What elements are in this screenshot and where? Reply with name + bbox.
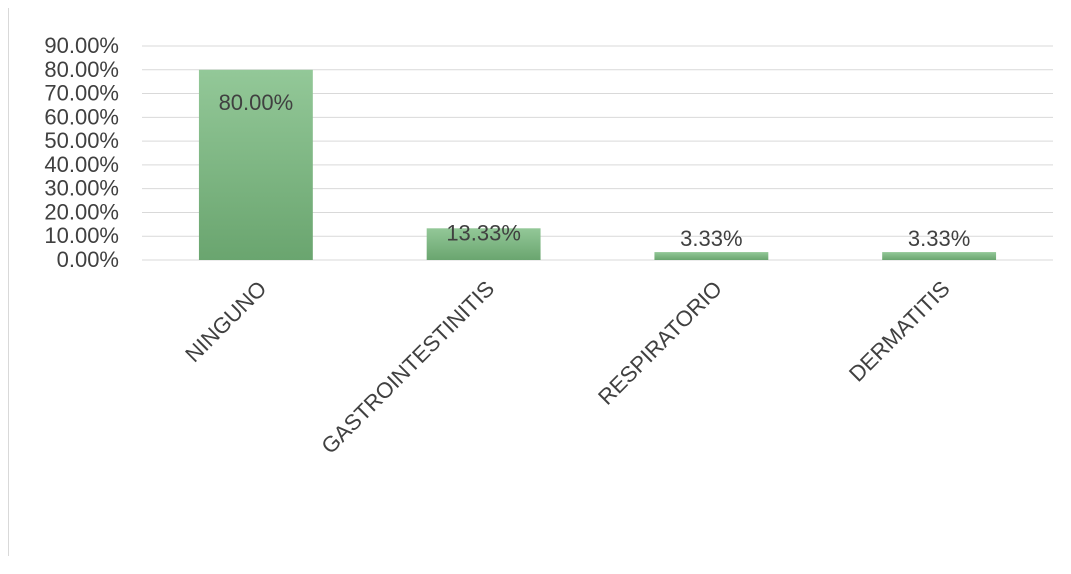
y-tick-label: 10.00% [44,223,119,248]
x-tick-label: NINGUNO [180,276,271,367]
x-axis-tick-labels: NINGUNO GASTROINTESTINITIS RESPIRATORIO DER… [180,276,954,459]
data-labels: 80.00% 13.33% 3.33% 3.33% [219,90,971,251]
y-tick-label: 80.00% [44,57,119,82]
y-tick-label: 60.00% [44,104,119,129]
y-tick-label: 0.00% [57,247,119,272]
y-axis-tick-labels: 0.00%10.00%20.00%30.00%40.00%50.00%60.00… [44,33,119,272]
y-tick-label: 20.00% [44,199,119,224]
y-tick-label: 70.00% [44,81,119,106]
y-tick-label: 40.00% [44,152,119,177]
chart-border-line [8,8,9,556]
y-tick-label: 30.00% [44,176,119,201]
x-tick-label: GASTROINTESTINITIS [316,276,499,459]
data-label: 13.33% [446,220,521,245]
x-tick-label: RESPIRATORIO [593,276,727,410]
data-label: 3.33% [908,226,970,251]
y-tick-label: 90.00% [44,33,119,58]
bar-dermatitis [882,252,997,260]
x-tick-label: DERMATITIS [844,276,955,387]
bar-gastrointestinitis [426,228,541,260]
data-label: 80.00% [219,90,294,115]
bars [198,69,997,261]
y-tick-label: 50.00% [44,128,119,153]
data-label: 3.33% [680,226,742,251]
bar-ninguno [198,69,313,261]
bar-respiratorio [654,252,769,260]
